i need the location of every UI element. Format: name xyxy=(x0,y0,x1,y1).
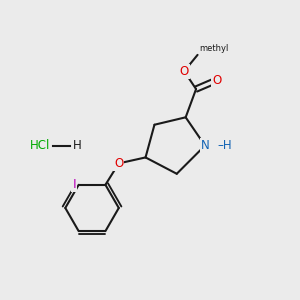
Text: HCl: HCl xyxy=(30,139,50,152)
Text: –H: –H xyxy=(218,139,232,152)
Text: methyl: methyl xyxy=(199,44,228,52)
Text: O: O xyxy=(212,74,221,87)
Text: I: I xyxy=(72,178,76,191)
Text: H: H xyxy=(73,139,82,152)
Text: O: O xyxy=(114,157,123,170)
Text: N: N xyxy=(201,139,209,152)
Text: O: O xyxy=(180,65,189,78)
